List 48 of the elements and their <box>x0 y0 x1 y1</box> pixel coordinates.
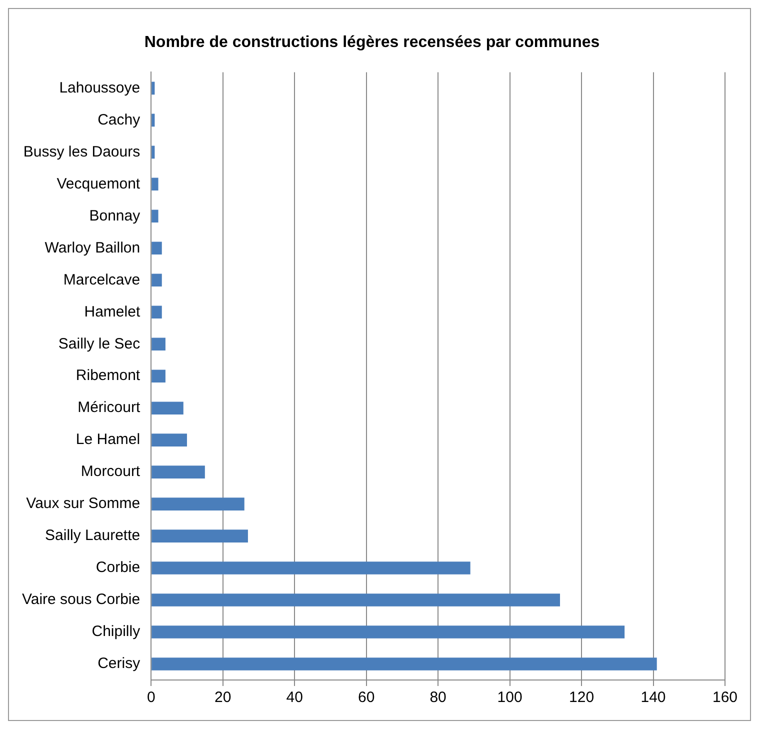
x-tick-label: 80 <box>430 689 446 706</box>
y-tick-label: Méricourt <box>78 399 141 416</box>
y-tick-label: Vaire sous Corbie <box>22 591 140 608</box>
y-tick-label: Lahoussoye <box>59 79 140 96</box>
x-tick-label: 100 <box>497 689 522 706</box>
y-tick-label: Bonnay <box>89 207 141 224</box>
bar <box>152 82 155 95</box>
y-tick-label: Sailly le Sec <box>58 335 141 352</box>
y-tick-label: Marcelcave <box>63 271 140 288</box>
y-tick-label: Vaux sur Somme <box>26 495 140 512</box>
y-tick-label: Morcourt <box>80 463 141 480</box>
bar <box>152 338 166 351</box>
bar <box>152 658 657 670</box>
bar <box>152 466 205 478</box>
x-tick-label: 20 <box>214 689 232 706</box>
x-tick-label: 160 <box>712 689 738 706</box>
y-tick-label: Le Hamel <box>76 431 140 448</box>
bar <box>152 594 560 606</box>
y-tick-label: Sailly Laurette <box>45 527 140 544</box>
bar <box>152 562 470 574</box>
x-tick-label: 120 <box>569 689 594 706</box>
bar <box>152 530 248 542</box>
bar <box>152 626 625 638</box>
x-tick-label: 0 <box>146 689 156 706</box>
bar <box>152 370 166 382</box>
x-tick-label: 140 <box>640 689 666 706</box>
bar <box>152 146 155 159</box>
y-tick-label: Cachy <box>98 111 141 128</box>
x-tick-label: 60 <box>358 689 375 706</box>
y-tick-label: Warloy Baillon <box>44 239 140 256</box>
y-tick-label: Bussy les Daours <box>23 143 140 160</box>
bar <box>152 402 184 414</box>
y-tick-label: Ribemont <box>76 367 141 384</box>
y-tick-label: Hamelet <box>84 303 141 320</box>
chart-title: Nombre de constructions légères recensées par communes <box>144 34 600 52</box>
bar <box>152 274 162 287</box>
bar <box>152 498 244 510</box>
y-tick-label: Vecquemont <box>56 175 141 192</box>
bar <box>152 306 162 319</box>
y-tick-label: Chipilly <box>92 623 141 640</box>
bar <box>152 242 162 255</box>
x-tick-label: 40 <box>286 689 303 706</box>
bar <box>152 434 187 446</box>
bar <box>152 114 155 127</box>
bar <box>152 178 158 191</box>
y-tick-label: Corbie <box>96 559 140 576</box>
y-tick-label: Cerisy <box>98 655 141 672</box>
bar <box>152 210 158 223</box>
